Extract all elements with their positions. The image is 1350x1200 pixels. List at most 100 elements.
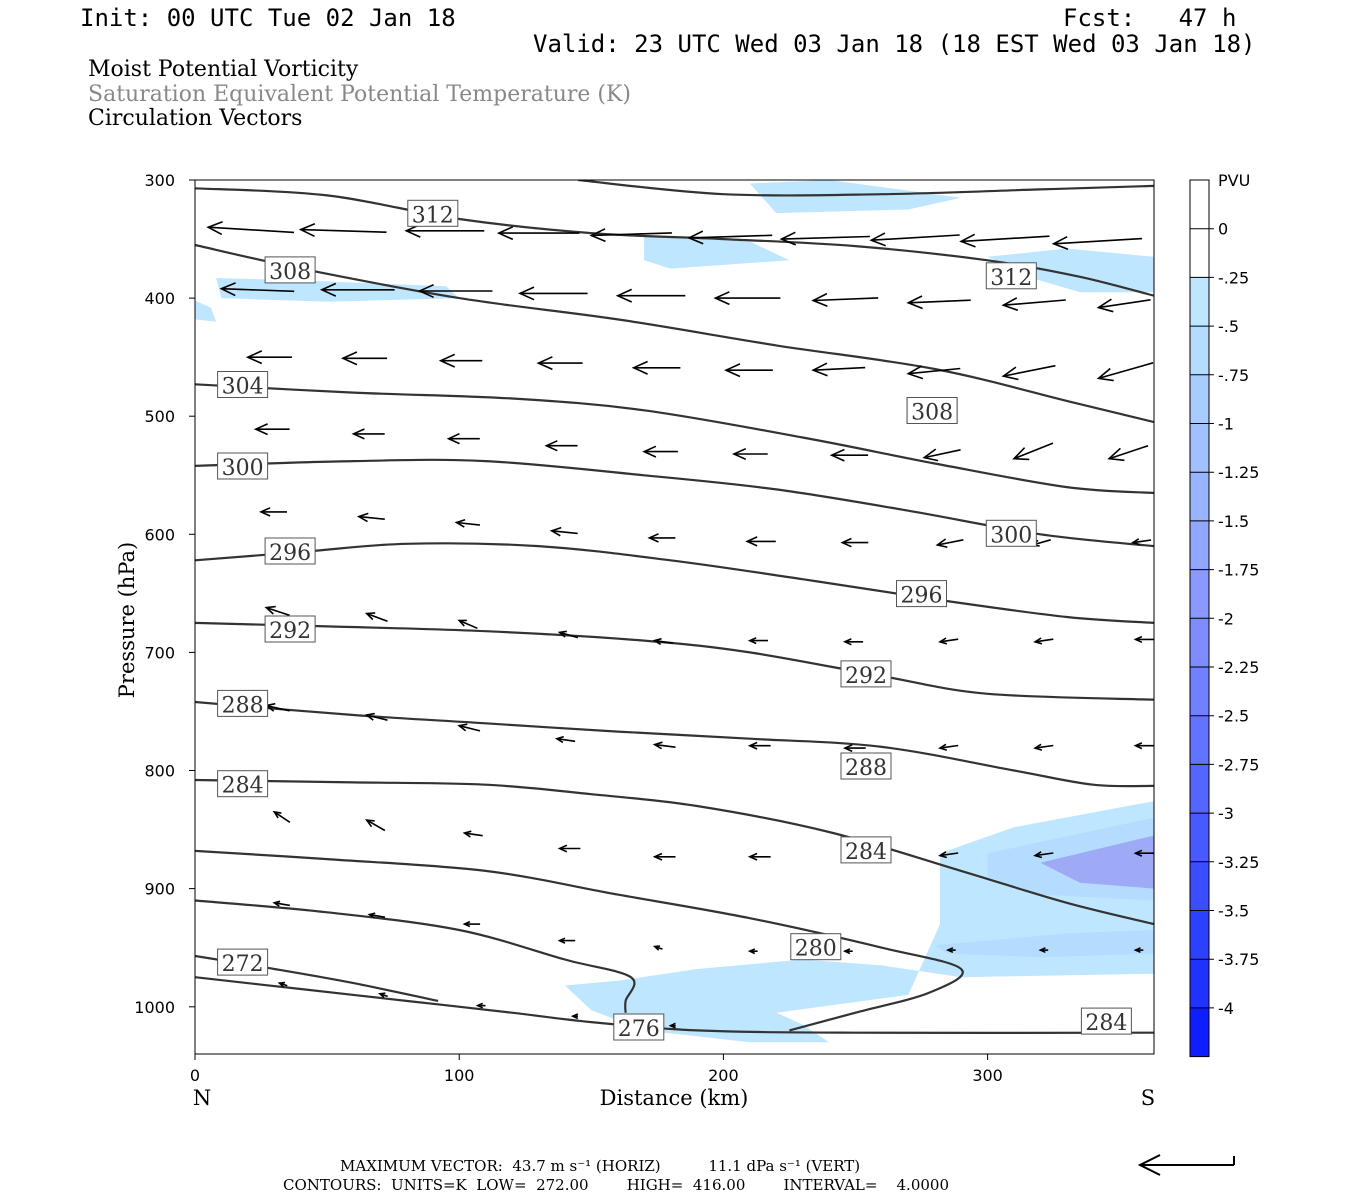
circulation-vector — [454, 518, 480, 528]
contour-label: 300 — [222, 456, 264, 481]
contour-label: 276 — [618, 1017, 660, 1042]
colorbar-swatch — [1190, 715, 1209, 765]
colorbar-swatch — [1190, 520, 1209, 570]
colorbar-title: PVU — [1218, 171, 1250, 190]
x-end-label-north: N — [193, 1086, 211, 1110]
contour-label: 308 — [269, 260, 311, 285]
forecast-hour: Fcst: 47 h — [1063, 4, 1237, 32]
circulation-vector — [462, 920, 481, 928]
circulation-vector — [351, 428, 385, 440]
circulation-vector — [747, 741, 771, 750]
mpv-shaded-region — [987, 248, 1154, 293]
contour-label-box — [217, 452, 269, 480]
circulation-vector — [1038, 947, 1049, 954]
circulation-vector — [938, 851, 959, 859]
circulation-vector — [272, 810, 291, 823]
contour-label: 292 — [845, 664, 887, 689]
mpv-shaded-region — [1040, 835, 1154, 889]
circulation-vector — [842, 744, 866, 753]
colorbar-label: -3.25 — [1218, 853, 1259, 872]
circulation-vector — [1107, 444, 1149, 462]
contour-label-box — [217, 948, 269, 976]
circulation-vector — [840, 537, 869, 548]
colorbar-label: -1.25 — [1218, 463, 1259, 482]
contour-label: 284 — [1085, 1011, 1127, 1036]
field-title-vectors: Circulation Vectors — [88, 106, 303, 131]
circulation-vector — [1001, 364, 1056, 381]
contour-label: 288 — [222, 693, 264, 718]
circulation-vector — [652, 945, 663, 951]
contour-label: 300 — [990, 523, 1032, 548]
colorbar-label: -3 — [1218, 804, 1234, 823]
circulation-vector — [647, 533, 676, 543]
circulation-vector — [1133, 947, 1144, 954]
mpv-shaded-region — [934, 930, 1154, 958]
contour-info-note: CONTOURS: UNITS=K LOW= 272.00 HIGH= 416.… — [283, 1176, 949, 1194]
circulation-vector — [652, 852, 676, 861]
contour-label-box — [1080, 1007, 1132, 1035]
circulation-vector — [1133, 635, 1154, 644]
plot-frame — [194, 179, 1155, 1055]
field-title-theta-es: Saturation Equivalent Potential Temperat… — [88, 82, 631, 107]
theta-es-contour — [195, 976, 1154, 1034]
circulation-vector — [496, 226, 580, 241]
contour-label-box — [217, 689, 269, 717]
circulation-vector — [938, 637, 959, 645]
theta-es-contour — [195, 778, 1154, 926]
circulation-vector — [615, 288, 686, 303]
circulation-vector — [365, 819, 386, 832]
circulation-vector — [557, 844, 581, 853]
circulation-vector — [462, 830, 483, 838]
y-tick-label: 700 — [144, 643, 175, 662]
y-axis-label: Pressure (hPa) — [115, 542, 139, 698]
colorbar-swatch — [1190, 618, 1209, 667]
colorbar-swatch — [1190, 667, 1209, 716]
circulation-vector — [731, 447, 768, 461]
colorbar-swatch — [1190, 910, 1209, 960]
x-end-label-south: S — [1141, 1086, 1155, 1110]
contour-label-box — [840, 836, 892, 864]
colorbar-label: -3.5 — [1218, 902, 1249, 921]
contour-label-box — [896, 580, 947, 608]
theta-es-contour — [195, 621, 1154, 701]
colorbar-swatch — [1190, 326, 1209, 375]
circulation-vector — [1033, 637, 1054, 645]
circulation-vector — [367, 912, 386, 919]
circulation-vector — [457, 619, 478, 630]
x-tick-label: 300 — [972, 1066, 1003, 1085]
circulation-vector — [298, 222, 387, 238]
circulation-vector — [668, 1022, 676, 1029]
circulation-vector — [438, 353, 483, 368]
y-tick-label: 300 — [144, 171, 175, 190]
contour-label-box — [840, 752, 892, 780]
circulation-vector — [747, 852, 771, 861]
init-time: Init: 00 UTC Tue 02 Jan 18 — [80, 4, 456, 32]
contour-label-box — [407, 199, 459, 227]
circulation-vector — [1133, 849, 1154, 857]
circulation-vector — [922, 448, 961, 462]
circulation-vector — [356, 512, 385, 523]
contour-label-box — [840, 660, 892, 688]
y-tick-label: 400 — [144, 289, 175, 308]
colorbar-swatch — [1190, 472, 1209, 521]
contour-label: 304 — [222, 375, 264, 400]
circulation-vector — [544, 440, 578, 452]
y-tick-label: 900 — [144, 880, 175, 899]
circulation-vector — [272, 900, 291, 907]
contour-label: 296 — [269, 541, 311, 566]
theta-es-contour — [195, 849, 964, 1032]
theta-es-contour — [195, 542, 1154, 624]
circulation-vector — [549, 526, 578, 537]
y-tick-label: 800 — [144, 762, 175, 781]
circulation-vector — [364, 612, 388, 623]
contour-label-box — [264, 256, 316, 284]
circulation-vector — [219, 282, 295, 297]
circulation-vector — [779, 231, 870, 246]
colorbar-label: -2 — [1218, 609, 1234, 628]
circulation-vector — [745, 536, 776, 547]
circulation-vector — [557, 630, 579, 639]
contour-label-box — [217, 770, 269, 798]
contour-label-box — [790, 933, 842, 961]
colorbar-swatch — [1190, 813, 1209, 862]
